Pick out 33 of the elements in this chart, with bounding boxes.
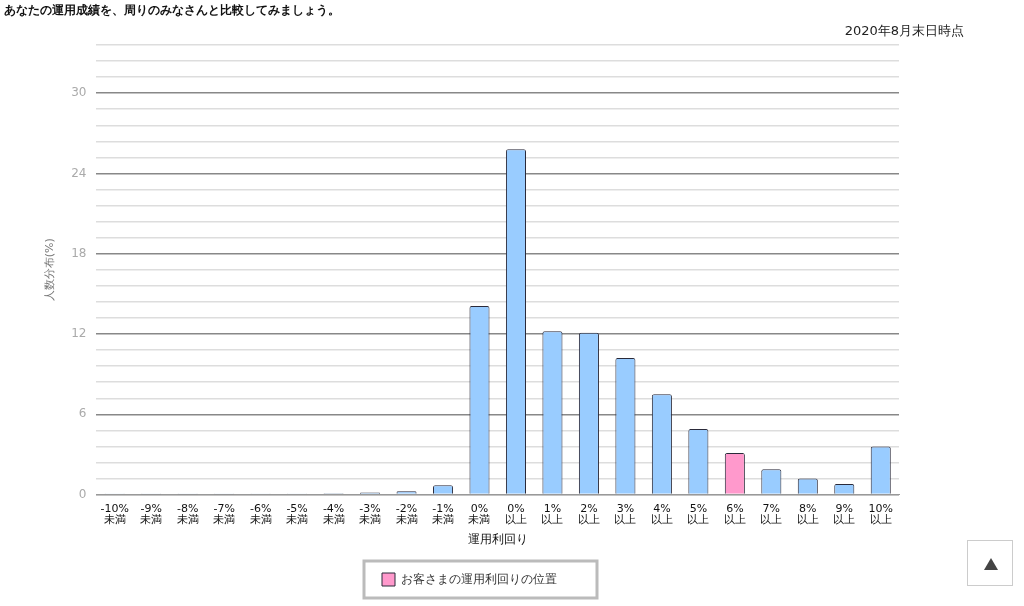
- y-tick-label: 24: [71, 165, 87, 180]
- y-axis-title: 人数分布(%): [43, 238, 57, 302]
- x-tick-label: 8% 以上: [796, 501, 819, 526]
- y-tick-label: 6: [78, 406, 87, 421]
- x-tick-label: 0% 未満: [468, 501, 491, 526]
- x-tick-label: -6% 未満: [249, 501, 272, 526]
- x-tick-label: -2% 未満: [395, 501, 418, 526]
- x-tick-label: -10% 未満: [100, 501, 129, 526]
- legend-label: お客さまの運用利回りの位置: [401, 571, 557, 586]
- x-tick-label: -7% 未満: [213, 501, 236, 526]
- x-tick-label: -1% 未満: [432, 501, 455, 526]
- x-tick-label: 5% 以上: [687, 501, 710, 526]
- x-tick-label: 6% 以上: [723, 501, 746, 526]
- x-tick-label: 2% 以上: [577, 501, 600, 526]
- x-tick-label: 1% 以上: [541, 501, 564, 526]
- chart-subtitle: 2020年8月末日時点: [844, 22, 964, 40]
- y-tick-label: 18: [71, 245, 87, 260]
- x-tick-label: 0% 以上: [504, 501, 527, 526]
- y-tick-label: 30: [71, 85, 87, 100]
- x-tick-label: -5% 未満: [286, 501, 309, 526]
- x-tick-label: 4% 以上: [650, 501, 673, 526]
- chart-title: あなたの運用成績を、周りのみなさんと比較してみましょう。: [4, 2, 340, 19]
- x-tick-label: 7% 以上: [760, 501, 783, 526]
- x-axis-title: 運用利回り: [467, 531, 528, 546]
- y-tick-label: 12: [71, 326, 87, 341]
- x-tick-label: 10% 以上: [868, 501, 893, 526]
- y-tick-label: 0: [78, 486, 87, 501]
- x-tick-label: -9% 未満: [140, 501, 163, 526]
- x-tick-label: -4% 未満: [322, 501, 345, 526]
- x-tick-label: -8% 未満: [176, 501, 199, 526]
- x-tick-label: 3% 以上: [614, 501, 637, 526]
- x-tick-label: 9% 以上: [833, 501, 856, 526]
- x-tick-label: -3% 未満: [359, 501, 382, 526]
